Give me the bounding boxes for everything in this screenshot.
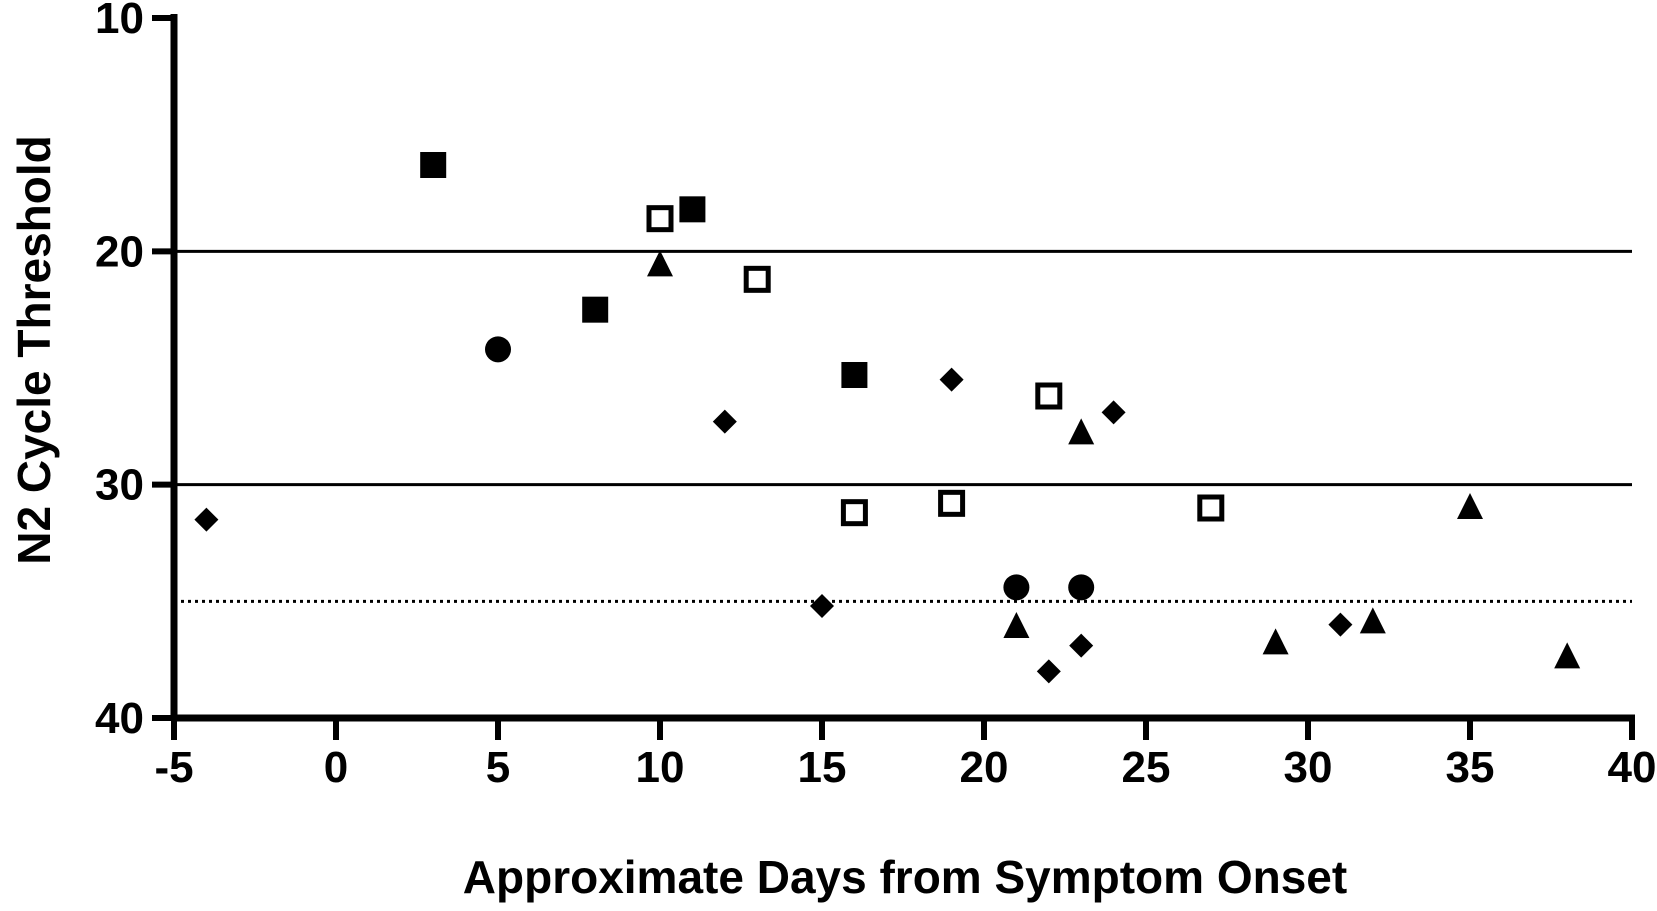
x-tick-label: 35 (1446, 743, 1495, 792)
x-tick-label: -5 (154, 743, 193, 792)
point-filled-triangle (1554, 642, 1581, 669)
ticks: -5 0 5 10 15 20 25 30 35 40 10 20 30 40 (95, 0, 1656, 792)
point-filled-diamond (194, 507, 219, 532)
point-filled-square (679, 196, 706, 223)
point-filled-triangle (1068, 418, 1095, 445)
point-open-square (840, 499, 868, 527)
point-filled-triangle (1359, 607, 1386, 634)
reference-lines (174, 249, 1632, 603)
point-filled-circle (1068, 574, 1095, 601)
point-open-square (646, 205, 674, 233)
axes (170, 14, 1635, 722)
x-tick-label: 10 (636, 743, 685, 792)
point-filled-diamond (712, 409, 737, 434)
point-filled-square (420, 152, 447, 178)
point-filled-circle (1003, 574, 1030, 601)
y-axis-title: N2 Cycle Threshold (8, 135, 60, 564)
point-filled-triangle (1457, 493, 1483, 519)
point-filled-diamond (939, 367, 964, 392)
y-tick-label: 10 (95, 0, 144, 43)
x-tick-label: 20 (960, 743, 1009, 792)
point-filled-circle (485, 336, 511, 363)
point-filled-diamond (1101, 400, 1126, 425)
point-filled-triangle (1262, 628, 1289, 655)
x-tick-label: 40 (1608, 743, 1657, 792)
point-filled-triangle (1003, 612, 1030, 638)
x-tick-label: 5 (486, 743, 510, 792)
point-filled-square (582, 296, 609, 323)
x-tick-label: 25 (1122, 743, 1171, 792)
point-open-square (1197, 494, 1225, 522)
point-filled-diamond (1036, 659, 1061, 684)
point-filled-square (841, 362, 868, 388)
point-open-square (938, 489, 966, 517)
y-tick-label: 30 (95, 461, 144, 510)
y-tick-label: 20 (95, 227, 144, 276)
x-tick-label: 30 (1284, 743, 1333, 792)
point-filled-diamond (1069, 633, 1094, 658)
point-filled-diamond (810, 594, 834, 618)
point-filled-diamond (1328, 612, 1353, 637)
x-axis-title: Approximate Days from Symptom Onset (463, 851, 1347, 903)
x-tick-label: 15 (798, 743, 847, 792)
point-filled-triangle (647, 250, 673, 277)
y-tick-label: 40 (95, 694, 144, 743)
data-points (194, 152, 1581, 684)
point-open-square (1035, 382, 1063, 410)
x-tick-label: 0 (324, 743, 348, 792)
point-open-square (743, 265, 771, 293)
